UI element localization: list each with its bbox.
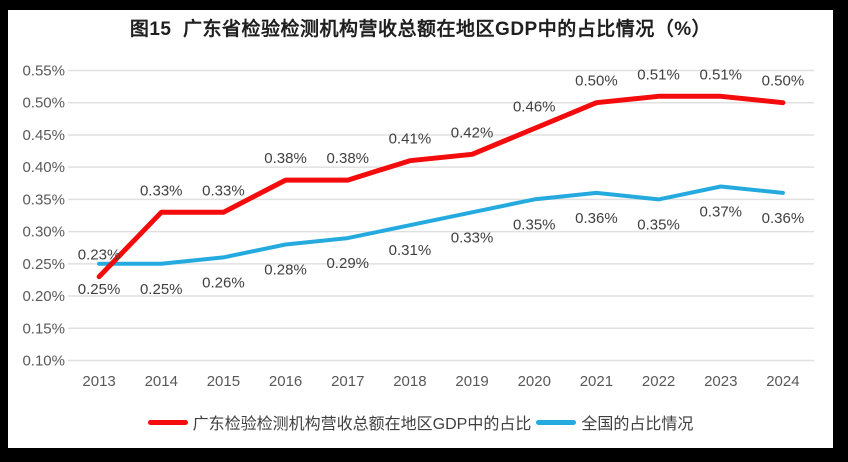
blue-line-swatch-icon [536, 419, 577, 425]
y-axis-tick-label: 0.40% [22, 159, 65, 176]
x-axis-tick-label: 2018 [393, 373, 426, 390]
x-axis-tick-label: 2016 [269, 373, 302, 390]
legend-label-national: 全国的占比情况 [581, 416, 694, 433]
data-label: 0.25% [140, 281, 183, 298]
data-label: 0.25% [78, 281, 121, 298]
y-axis-tick-label: 0.45% [22, 127, 65, 144]
data-label: 0.51% [637, 66, 680, 83]
data-label: 0.33% [451, 229, 494, 246]
legend: 广东检验检测机构营收总额在地区GDP中的占比 全国的占比情况 [8, 410, 833, 434]
line-chart: 0.10% 0.15% 0.20% 0.25% 0.30% 0.35% 0.40% 0.45%… [22, 63, 814, 390]
data-label: 0.29% [326, 255, 369, 272]
y-axis-tick-label: 0.25% [22, 256, 65, 273]
legend-item-national: 全国的占比情况 [536, 410, 693, 434]
data-label: 0.38% [326, 150, 369, 167]
data-label: 0.50% [575, 73, 618, 90]
red-line-swatch-icon [147, 419, 188, 425]
series-line-1 [97, 184, 785, 266]
x-axis-tick-label: 2017 [331, 373, 364, 390]
x-axis-tick-label: 2020 [518, 373, 551, 390]
data-label: 0.33% [202, 182, 245, 199]
x-axis-tick-label: 2022 [642, 373, 675, 390]
data-label: 0.41% [389, 131, 432, 148]
y-axis-tick-label: 0.35% [22, 191, 65, 208]
legend-label-guangdong: 广东检验检测机构营收总额在地区GDP中的占比 [192, 416, 532, 433]
x-axis-tick-label: 2015 [207, 373, 240, 390]
data-label: 0.46% [513, 99, 556, 116]
x-axis-tick-label: 2023 [704, 373, 737, 390]
data-label: 0.37% [699, 204, 742, 221]
data-label: 0.33% [140, 182, 183, 199]
data-label: 0.42% [451, 124, 494, 141]
data-label: 0.26% [202, 274, 245, 291]
data-label: 0.50% [762, 73, 805, 90]
y-axis-tick-label: 0.15% [22, 320, 65, 337]
y-axis-tick-label: 0.55% [22, 63, 65, 80]
series-line-0 [96, 93, 786, 280]
data-label: 0.38% [264, 150, 307, 167]
y-axis-tick-label: 0.20% [22, 288, 65, 305]
x-axis-tick-label: 2021 [580, 373, 613, 390]
x-axis-tick-label: 2014 [145, 373, 178, 390]
x-axis-tick-label: 2013 [82, 373, 115, 390]
legend-item-guangdong: 广东检验检测机构营收总额在地区GDP中的占比 [147, 410, 532, 434]
chart-panel: 图15 广东省检验检测机构营收总额在地区GDP中的占比情况（%） 0.10% 0.… [8, 10, 833, 448]
data-label: 0.36% [575, 210, 618, 227]
y-axis-tick-label: 0.30% [22, 224, 65, 241]
y-axis-tick-label: 0.50% [22, 95, 65, 112]
data-label: 0.36% [762, 210, 805, 227]
x-axis-tick-label: 2024 [766, 373, 799, 390]
data-label: 0.28% [264, 262, 307, 279]
chart-title: 图15 广东省检验检测机构营收总额在地区GDP中的占比情况（%） [129, 19, 712, 40]
data-label: 0.51% [699, 66, 742, 83]
data-label: 0.31% [389, 242, 432, 259]
data-label: 0.35% [637, 216, 680, 233]
y-axis-tick-label: 0.10% [22, 353, 65, 370]
x-axis-tick-label: 2019 [455, 373, 488, 390]
data-label: 0.35% [513, 216, 556, 233]
data-label: 0.23% [78, 247, 121, 264]
